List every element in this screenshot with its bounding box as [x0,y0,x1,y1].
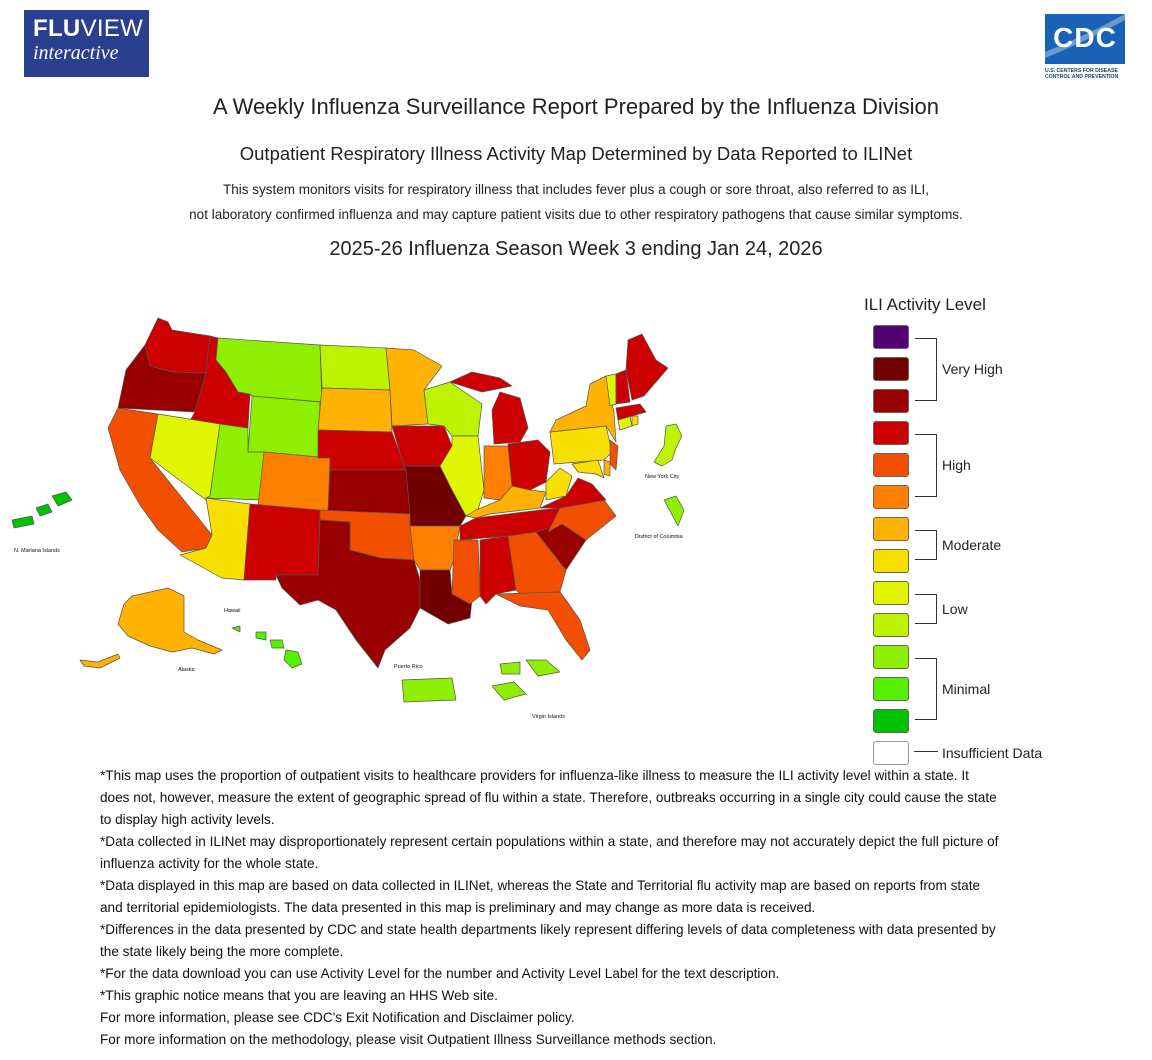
fluview-logo-main: FLUVIEW [33,15,144,42]
label-new-york-city: New York City [645,474,679,480]
legend-swatch [873,517,909,541]
bracket-very-high [915,338,937,401]
state-florida[interactable] [495,591,591,661]
season-heading: 2025-26 Influenza Season Week 3 ending J… [329,238,823,260]
legend-swatch [873,485,909,509]
state-west-virginia[interactable] [545,467,573,501]
state-kentucky[interactable] [465,485,547,519]
legend-swatch [873,613,909,637]
state-nebraska[interactable] [317,429,407,471]
cdc-logo-box: CDC [1045,14,1125,64]
state-new-jersey[interactable] [609,439,619,471]
state-new-mexico[interactable] [243,503,321,581]
legend-swatch [873,453,909,477]
footnote-methods[interactable]: For more information on the methodology,… [100,1032,717,1047]
state-kansas[interactable] [327,469,411,515]
state-mississippi[interactable] [451,539,481,605]
inset-alaska[interactable] [117,587,223,655]
state-virginia[interactable] [539,477,607,509]
description-line-1: This system monitors visits for respirat… [222,182,930,197]
page-title: A Weekly Influenza Surveillance Report P… [213,94,939,119]
legend-title: ILI Activity Level [864,295,986,314]
legend-swatch [873,357,909,381]
label-puerto-rico: Puerto Rico [394,664,423,670]
state-delaware[interactable] [603,459,611,477]
state-washington[interactable] [144,317,211,374]
state-arkansas[interactable] [409,525,461,571]
bracket-moderate [915,530,937,560]
state-colorado[interactable] [257,451,331,513]
legend-swatch [873,581,909,605]
state-michigan-upper[interactable] [449,371,513,393]
label-hawaii: Hawaii [224,608,241,614]
fluview-logo[interactable]: FLUVIEW interactive [24,10,149,77]
cdc-swoosh-icon [1045,14,1125,58]
cdc-logo[interactable]: CDC U.S. CENTERS FOR DISEASE CONTROL AND… [1045,14,1127,84]
state-maine[interactable] [625,333,669,401]
bracket-minimal [915,658,937,720]
footnote: *Data displayed in this map are based on… [100,878,981,915]
footnote-exit-policy[interactable]: For more information, please see CDC's E… [100,1010,575,1025]
state-south-dakota[interactable] [317,387,393,433]
inset-mariana-islands[interactable] [11,491,73,529]
inset-puerto-rico[interactable] [401,677,457,703]
legend-swatch [873,549,909,573]
legend-swatch [873,741,909,765]
legend-swatch [873,677,909,701]
ili-activity-map: N. Mariana Islands Hawaii Alaska Puerto … [11,317,685,720]
inset-virgin-islands[interactable] [491,659,561,701]
state-michigan[interactable] [491,391,529,445]
footnote: *For the data download you can use Activ… [100,966,780,981]
legend-label-insufficient: Insufficient Data [942,745,1043,761]
legend-label-minimal: Minimal [942,681,991,697]
legend-label-moderate: Moderate [942,537,1002,553]
state-maryland[interactable] [571,459,605,479]
state-new-hampshire[interactable] [615,369,631,405]
legend-swatch [873,389,909,413]
legend-label-low: Low [942,601,968,617]
inset-hawaii[interactable] [231,625,303,669]
legend-label-very-high: Very High [942,361,1003,377]
description-line-2: not laboratory confirmed influenza and m… [189,207,963,222]
label-alaska: Alaska [178,667,195,673]
state-north-dakota[interactable] [319,344,391,391]
cdc-logo-text: CDC [1053,22,1117,53]
legend-swatch [873,709,909,733]
bracket-low [915,594,937,624]
footnote: *This graphic notice means that you are … [100,988,498,1003]
inset-new-york-city[interactable] [653,423,683,467]
inset-alaska-chain[interactable] [79,653,121,669]
bracket-insufficient [914,751,938,752]
label-district-of-columbia: District of Columbia [635,534,684,540]
fluview-logo-sub: interactive [33,42,119,64]
state-wyoming[interactable] [247,395,321,459]
cdc-logo-caption: U.S. CENTERS FOR DISEASE CONTROL AND PRE… [1045,68,1119,80]
state-new-york[interactable] [549,375,617,443]
footnote: *Differences in the data presented by CD… [100,922,996,959]
legend-swatch [873,325,909,349]
footnote: *Data collected in ILINet may disproport… [100,834,999,871]
label-mariana-islands: N. Mariana Islands [14,548,60,554]
footnote: *This map uses the proportion of outpati… [100,768,997,827]
legend-swatch [873,421,909,445]
label-virgin-islands: Virgin Islands [532,714,565,720]
state-massachusetts[interactable] [615,403,647,421]
state-louisiana[interactable] [419,569,473,625]
bracket-high [915,434,937,497]
inset-district-of-columbia[interactable] [663,495,685,527]
footnotes: *This map uses the proportion of outpati… [100,765,1000,1051]
page-subtitle: Outpatient Respiratory Illness Activity … [239,143,913,164]
state-rhode-island[interactable] [631,415,639,427]
state-texas[interactable] [275,519,421,669]
state-ohio[interactable] [507,439,551,491]
legend-swatch [873,645,909,669]
legend-label-high: High [942,457,971,473]
state-pennsylvania[interactable] [549,425,613,465]
